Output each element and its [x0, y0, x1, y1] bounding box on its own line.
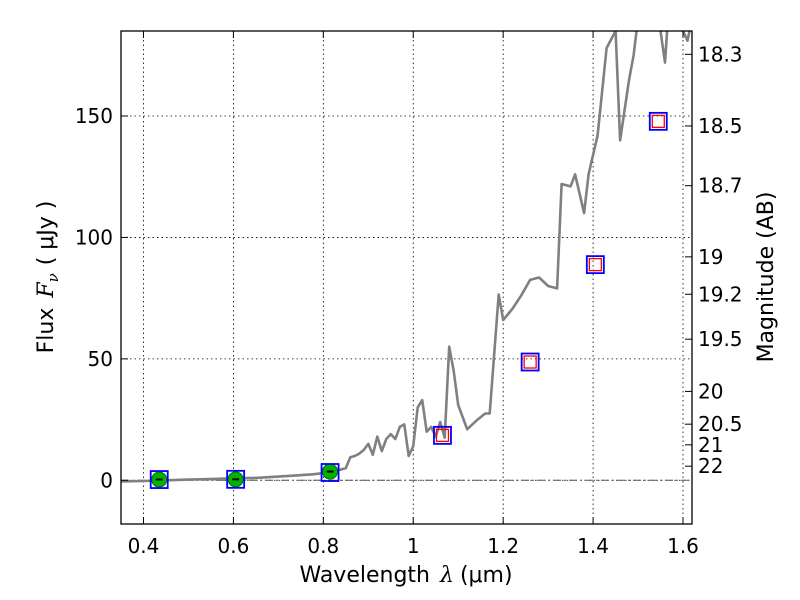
x-tick-label: 1.6 — [667, 534, 699, 558]
model-photometry-square — [585, 255, 605, 275]
fit-photometry-square — [651, 114, 665, 128]
x-axis-label: Wavelength λ (μm) — [299, 563, 512, 588]
y-tick-label: 50 — [88, 347, 113, 371]
y-axis-label: Flux Fν ( μJy ) — [34, 201, 62, 354]
data-layer — [121, 31, 691, 489]
y-tick-label: 0 — [100, 468, 113, 492]
model-photometry-square — [648, 111, 668, 131]
spectrum-line — [121, 31, 691, 483]
y2-tick-label: 22 — [698, 454, 723, 478]
y-axis-label-subscript: ν — [44, 273, 62, 282]
y-axis-label-unit: ( μJy ) — [34, 201, 59, 266]
x-tick-label: 0.4 — [128, 534, 160, 558]
y2-tick-label: 18.3 — [698, 42, 743, 66]
plot-frame — [120, 30, 693, 525]
y2-tick-label: 18.5 — [698, 114, 743, 138]
y2-tick-label: 20.5 — [698, 412, 743, 436]
plot-area — [121, 31, 692, 524]
y2-axis-label: Magnitude (AB) — [754, 192, 779, 363]
y2-tick-label: 20 — [698, 379, 723, 403]
x-tick-label: 1 — [407, 534, 420, 558]
y2-tick-label: 19.2 — [698, 282, 743, 306]
x-axis-label-text: Wavelength — [299, 563, 430, 588]
y-axis-label-symbol: F — [34, 282, 59, 299]
x-tick-label: 0.8 — [307, 534, 339, 558]
x-axis-label-symbol: λ — [439, 563, 454, 588]
fit-photometry-square — [588, 257, 602, 272]
model-photometry-square — [520, 352, 540, 372]
y-tick-label: 100 — [75, 225, 113, 249]
ticks: 0.4 0.6 0.8 1 1.2 1.4 1.6 0 50 100 150 18.3 18.5 18.7… — [75, 31, 743, 558]
y-tick-label: 150 — [75, 104, 113, 128]
x-tick-label: 0.6 — [217, 534, 249, 558]
model-photometry-square — [433, 425, 452, 445]
model-photometry-square — [320, 463, 340, 482]
x-tick-label: 1.4 — [577, 534, 609, 558]
fit-photometry-square — [435, 428, 450, 443]
y2-tick-label: 21 — [698, 433, 723, 457]
y2-tick-label: 19.5 — [698, 327, 743, 351]
x-tick-label: 1.2 — [487, 534, 519, 558]
model-photometry-square — [226, 469, 246, 489]
x-axis-label-unit: (μm) — [460, 563, 513, 588]
fit-photometry-square — [523, 355, 537, 369]
model-photometry-square — [149, 470, 169, 489]
y2-tick-label: 18.7 — [698, 174, 743, 198]
y-axis-label-text: Flux — [34, 308, 59, 354]
y2-tick-label: 19 — [698, 245, 723, 269]
